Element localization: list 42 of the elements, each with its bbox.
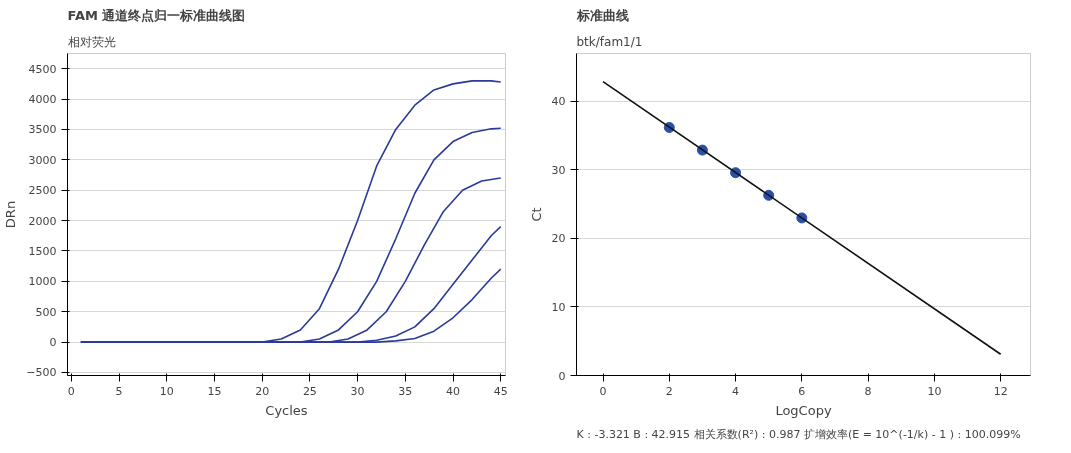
x-tick-label: 15 bbox=[207, 384, 222, 398]
y-tick-label: 0 bbox=[558, 369, 566, 383]
y-axis-title: Ct bbox=[528, 207, 544, 222]
y-tick-label: −500 bbox=[26, 366, 57, 380]
x-tick-label: 45 bbox=[493, 384, 508, 398]
y-tick-label: 500 bbox=[35, 305, 57, 319]
x-tick-label: 20 bbox=[255, 384, 270, 398]
y-tick-label: 1500 bbox=[28, 244, 57, 258]
y-tick-label: 3500 bbox=[28, 123, 57, 137]
x-tick-label: 4 bbox=[732, 384, 740, 398]
y-tick-label: 20 bbox=[551, 232, 566, 246]
x-tick-label: 0 bbox=[67, 384, 75, 398]
y-tick-label: 4500 bbox=[28, 62, 57, 76]
x-tick-label: 10 bbox=[159, 384, 174, 398]
chart-title: FAM 通道终点归一标准曲线图 bbox=[67, 7, 246, 23]
x-axis-title: LogCopy bbox=[775, 402, 832, 418]
x-axis-title: Cycles bbox=[265, 402, 308, 418]
x-tick-label: 8 bbox=[864, 384, 872, 398]
text: K : -3.321 B : 42.915 相关系数(R²) : 0.987 扩增效率(E = 10^(-1/k) - 1 ) : 100.099% bbox=[576, 427, 1021, 441]
x-tick-label: 35 bbox=[398, 384, 413, 398]
x-tick-label: 10 bbox=[927, 384, 942, 398]
y-tick-label: 2000 bbox=[28, 214, 57, 228]
x-tick-label: 12 bbox=[993, 384, 1008, 398]
y-tick-label: 40 bbox=[551, 95, 566, 109]
y-tick-label: 10 bbox=[551, 300, 566, 314]
y-tick-label: 4000 bbox=[28, 93, 57, 107]
x-tick-label: 5 bbox=[115, 384, 123, 398]
x-tick-label: 0 bbox=[599, 384, 607, 398]
y-tick-label: 2500 bbox=[28, 184, 57, 198]
chart-subtitle: 相对荧光 bbox=[67, 34, 116, 49]
x-tick-label: 40 bbox=[446, 384, 461, 398]
y-tick-label: 0 bbox=[49, 336, 57, 350]
y-tick-label: 1000 bbox=[28, 275, 57, 289]
x-tick-label: 30 bbox=[350, 384, 365, 398]
x-tick-label: 6 bbox=[798, 384, 806, 398]
x-tick-label: 25 bbox=[302, 384, 317, 398]
x-tick-label: 2 bbox=[665, 384, 673, 398]
y-tick-label: 30 bbox=[551, 163, 566, 177]
chart-subtitle: btk/fam1/1 bbox=[576, 34, 643, 49]
y-tick-label: 3000 bbox=[28, 153, 57, 167]
chart-title: 标准曲线 bbox=[575, 7, 629, 23]
y-axis-title: DRn bbox=[3, 200, 19, 229]
